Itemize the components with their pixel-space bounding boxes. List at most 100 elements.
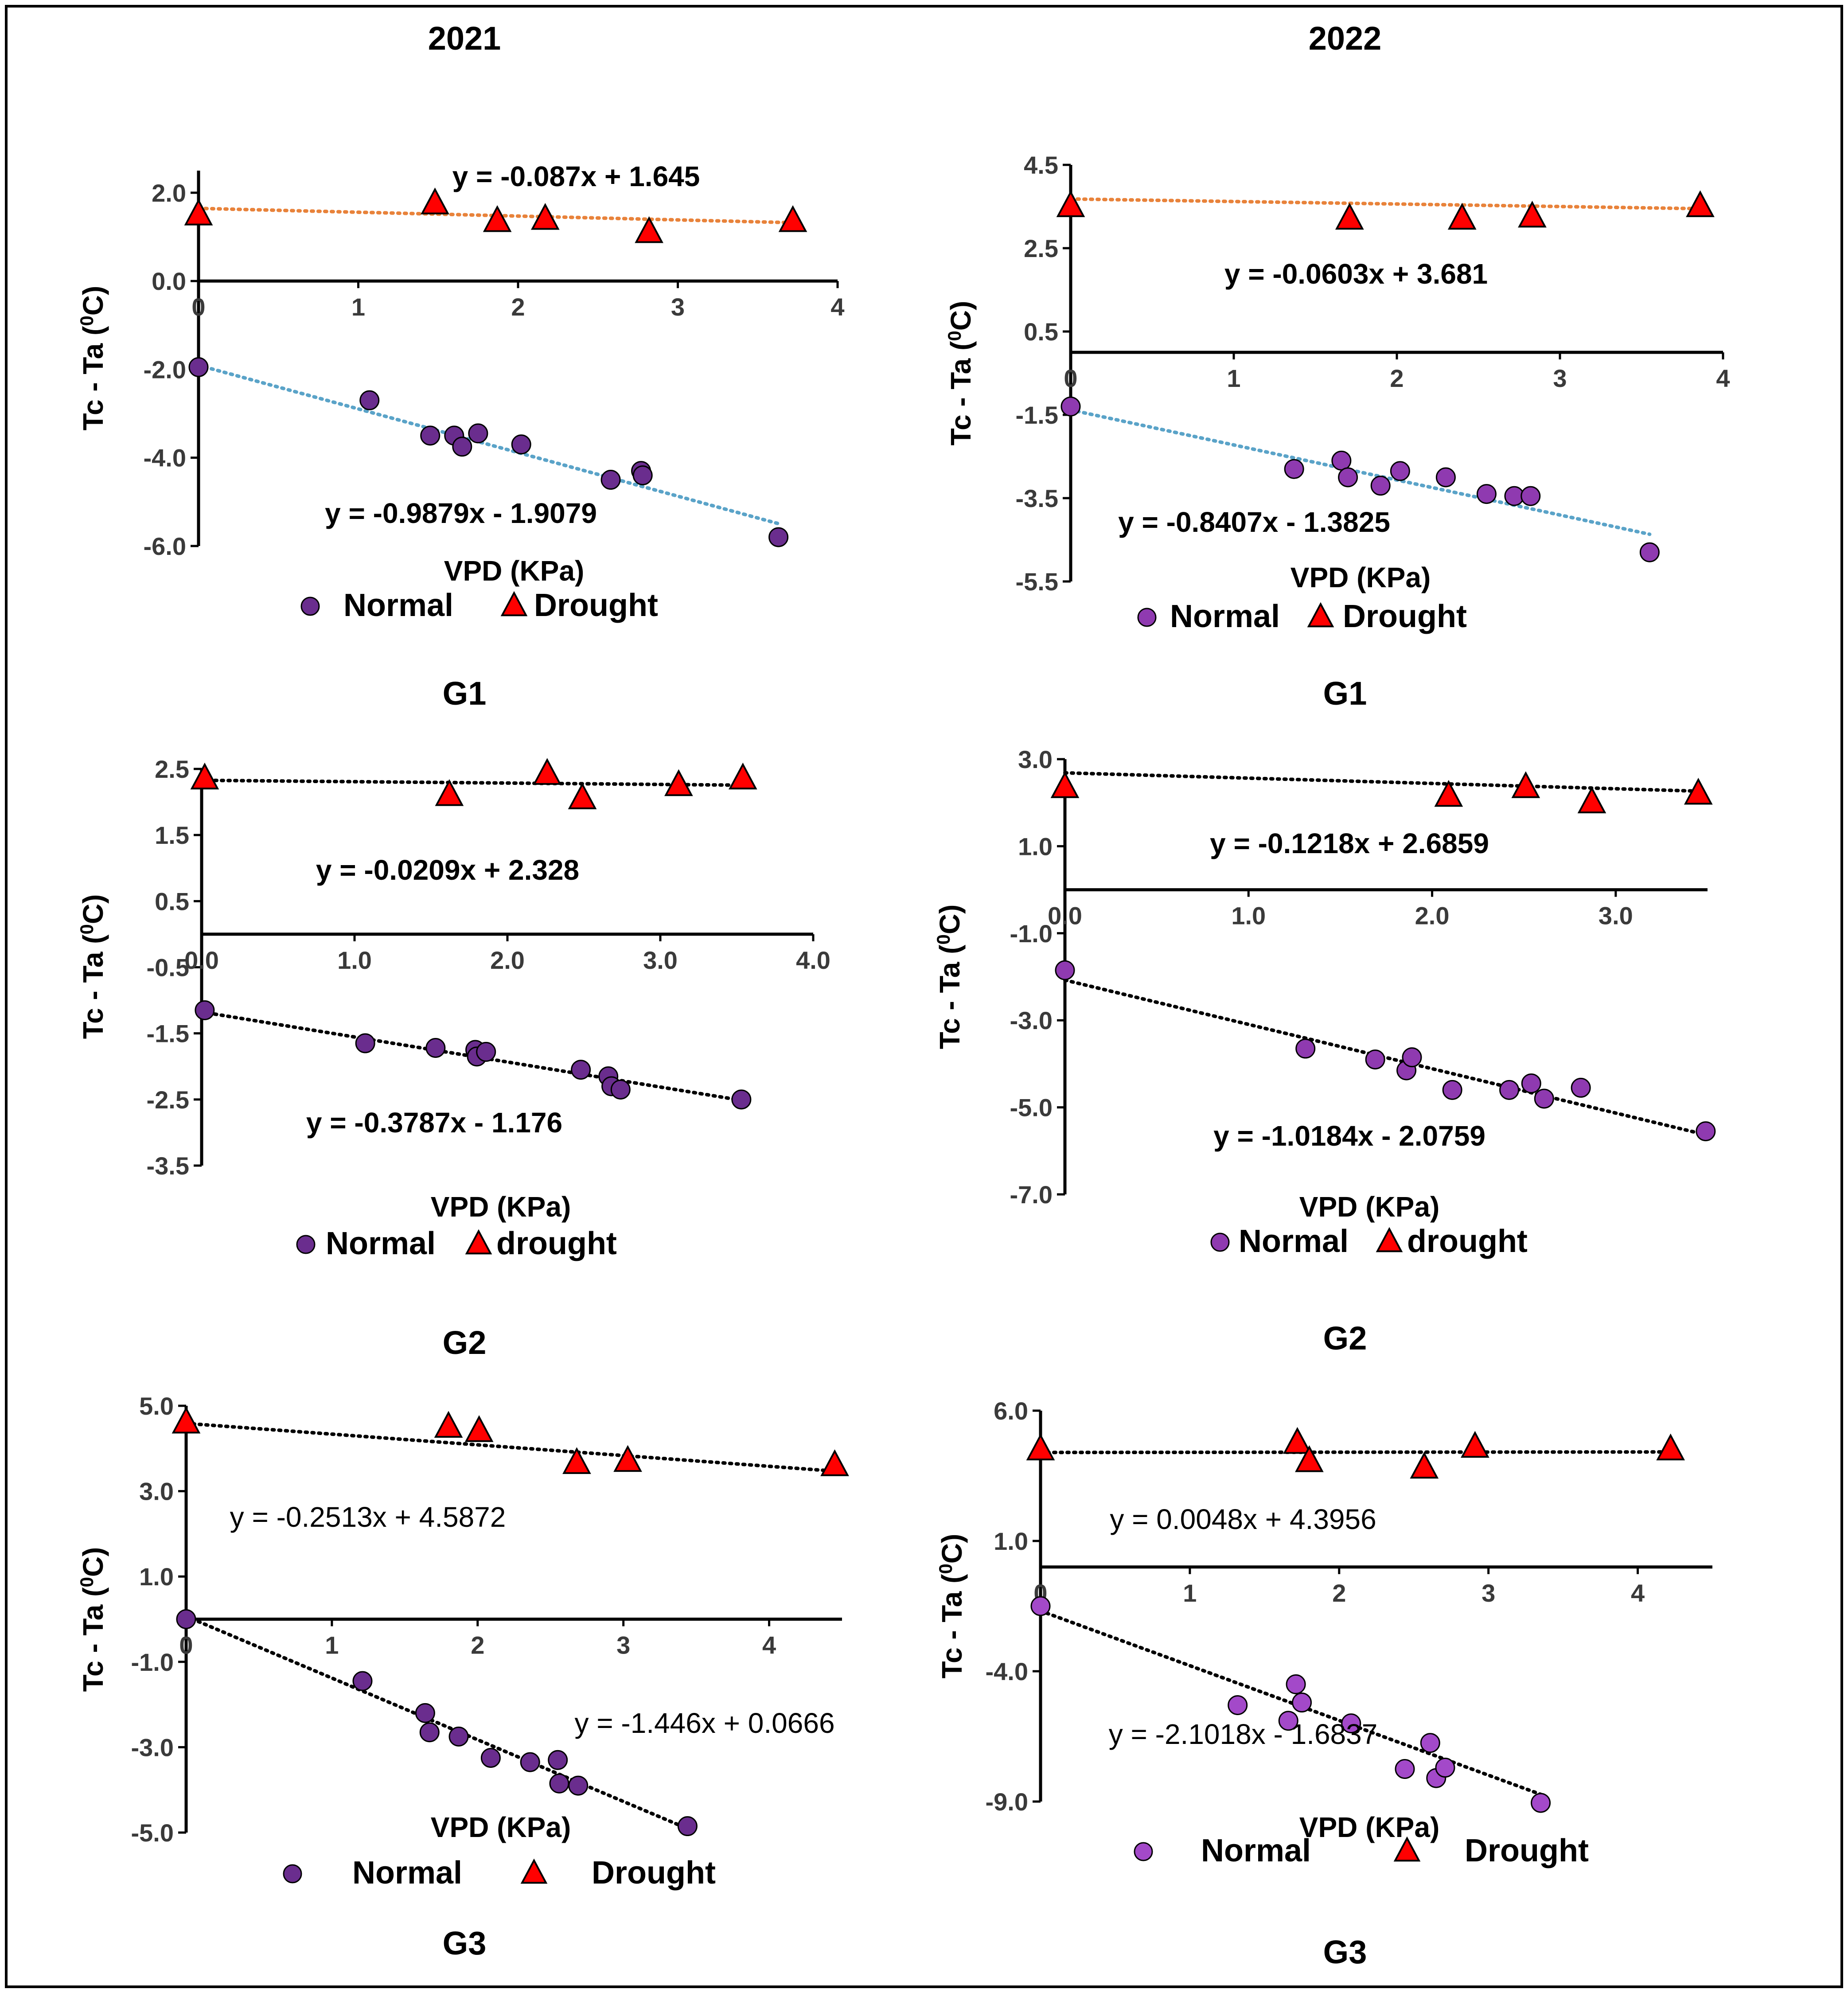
y-tick-label: 1.5 (155, 821, 189, 849)
normal-legend-icon (300, 597, 320, 616)
normal-point (677, 1816, 698, 1837)
y-tick-label: 4.5 (1024, 151, 1058, 179)
drought-point (1511, 771, 1540, 798)
column-title-2022: 2022 (1309, 20, 1382, 57)
y-tick-label: -1.5 (1016, 401, 1059, 429)
normal-point (1370, 476, 1391, 496)
x-tick-label: 3.0 (643, 946, 678, 974)
drought-point (635, 216, 663, 243)
panel-2021-G1: 2.0 0.0 -2.0 -4.0 -6.0 0 1 2 3 4 Tc - Ta (0C) VPD (… (76, 160, 845, 712)
y-tick-label: 1.0 (139, 1563, 174, 1591)
x-tick-label: 4.0 (796, 946, 830, 974)
x-axis-label: VPD (KPa) (1299, 1191, 1440, 1223)
normal-point (768, 527, 789, 547)
normal-point (476, 1041, 496, 1062)
y-tick-label: 2.5 (155, 755, 189, 783)
normal-point (1286, 1674, 1306, 1694)
y-tick-label: 1.0 (1018, 832, 1053, 860)
drought-point (1056, 190, 1085, 217)
drought-legend-label: Drought (592, 1855, 716, 1891)
drought-point (483, 205, 512, 232)
normal-point (1284, 459, 1304, 479)
normal-trend-line (197, 363, 780, 526)
normal-point (1055, 960, 1075, 980)
normal-trend-line (1069, 408, 1652, 536)
drought-trend-line (1063, 771, 1700, 793)
legend: Normal drought (1210, 1224, 1528, 1259)
normal-point (1395, 1759, 1415, 1779)
y-axis-label: Tc - Ta (0C) (76, 286, 109, 431)
normal-point (1338, 467, 1358, 488)
normal-point (568, 1775, 589, 1796)
y-tick-label: -4.0 (144, 444, 187, 472)
y-tick-label: -3.0 (131, 1733, 174, 1761)
figure-frame (5, 5, 1843, 1988)
drought-trend-equation: y = -0.1218x + 2.6859 (1210, 827, 1489, 859)
normal-point (355, 1033, 375, 1053)
drought-point (1434, 780, 1463, 807)
x-tick-label: 4 (830, 293, 844, 321)
group-label: G1 (443, 675, 487, 712)
drought-point (820, 1449, 849, 1476)
drought-trend-line (1069, 197, 1702, 211)
x-tick-label: 0 (191, 293, 205, 321)
normal-point (1228, 1695, 1248, 1715)
y-tick-label: -4.0 (986, 1658, 1029, 1685)
normal-point (571, 1060, 591, 1080)
y-tick-label: -1.0 (1010, 920, 1053, 948)
y-tick-label: -5.0 (1010, 1094, 1053, 1122)
x-tick-label: 3 (671, 293, 685, 321)
drought-point (664, 769, 693, 796)
y-tick-label: 5.0 (139, 1392, 174, 1420)
normal-point (1278, 1711, 1298, 1731)
drought-point (728, 762, 757, 790)
drought-point (1283, 1427, 1312, 1454)
normal-point (359, 390, 380, 410)
legend: Normal Drought (1134, 1833, 1589, 1868)
drought-trend-line (197, 207, 795, 225)
normal-point (1060, 396, 1081, 417)
y-tick-label: 1.0 (994, 1527, 1028, 1555)
x-tick-label: 0.0 (184, 946, 219, 974)
normal-point (731, 1089, 752, 1110)
y-tick-label: -3.5 (1016, 484, 1059, 512)
normal-trend-equation: y = -2.1018x - 1.6837 (1109, 1718, 1378, 1750)
y-tick-label: -1.5 (147, 1020, 190, 1048)
x-tick-label: 0.0 (1048, 902, 1082, 930)
x-tick-label: 2 (1390, 364, 1404, 392)
legend: Normal Drought (1137, 599, 1467, 634)
x-axis-label: VPD (KPa) (444, 555, 585, 587)
normal-point (1696, 1121, 1716, 1142)
normal-legend-label: Normal (1239, 1224, 1349, 1259)
normal-trend-equation: y = -1.446x + 0.0666 (574, 1707, 834, 1739)
legend: Normal Drought (283, 1855, 716, 1891)
normal-point (1499, 1080, 1520, 1100)
y-axis-label: Tc - Ta (0C) (933, 905, 966, 1049)
normal-point (1292, 1693, 1312, 1713)
drought-legend-icon (465, 1229, 492, 1255)
drought-trend-equation: y = -0.2513x + 4.5872 (230, 1501, 506, 1533)
normal-point (415, 1703, 435, 1723)
x-tick-label: 1 (1183, 1579, 1197, 1607)
drought-point (533, 758, 562, 785)
normal-point (188, 357, 209, 377)
normal-point (1365, 1049, 1385, 1070)
normal-point (511, 434, 531, 455)
normal-point (1531, 1793, 1551, 1813)
x-axis-label: VPD (KPa) (1290, 562, 1431, 593)
y-tick-label: 3.0 (1018, 745, 1053, 773)
drought-point (190, 762, 219, 790)
y-tick-label: 0.5 (1024, 318, 1058, 346)
x-axis-label: VPD (KPa) (431, 1811, 571, 1843)
normal-point (632, 465, 653, 486)
normal-legend-label: Normal (1170, 599, 1280, 634)
y-tick-label: -5.5 (1016, 568, 1059, 596)
normal-point (1435, 1758, 1455, 1778)
normal-point (448, 1726, 469, 1747)
legend: Normal Drought (300, 588, 658, 623)
drought-trend-line (184, 1421, 837, 1473)
panel-2021-G3: 5.0 3.0 1.0 -1.0 -3.0 -5.0 0 1 2 3 4 Tc - Ta (0C) VP… (76, 1392, 849, 1962)
y-tick-label: -9.0 (986, 1788, 1029, 1816)
normal-trend-equation: y = -0.8407x - 1.3825 (1118, 506, 1390, 538)
